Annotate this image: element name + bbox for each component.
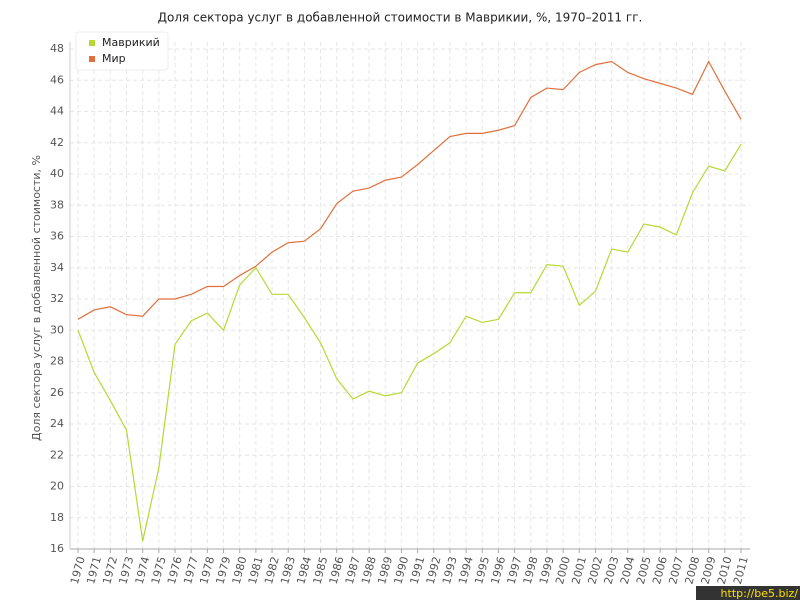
series-line (77, 144, 742, 542)
chart-title: Доля сектора услуг в добавленной стоимос… (158, 11, 643, 25)
y-tick-label: 24 (50, 417, 64, 430)
legend-box (75, 31, 169, 71)
y-axis-label: Доля сектора услуг в добавленной стоимос… (30, 155, 43, 441)
series-line (77, 60, 742, 320)
legend-swatch (89, 56, 95, 62)
y-tick-label: 36 (50, 230, 64, 243)
y-tick-label: 46 (50, 73, 64, 86)
y-tick-label: 22 (50, 448, 64, 461)
watermark-bg (696, 586, 800, 600)
y-tick-label: 44 (50, 105, 64, 118)
y-tick-label: 42 (50, 136, 64, 149)
legend-label: Маврикий (102, 36, 160, 49)
y-tick-label: 26 (50, 386, 64, 399)
legend-label: Мир (102, 52, 126, 65)
y-tick-label: 20 (50, 480, 64, 493)
y-tick-label: 32 (50, 292, 64, 305)
y-tick-label: 40 (50, 167, 64, 180)
watermark: http://be5.biz/ (721, 587, 799, 600)
y-tick-label: 28 (50, 355, 64, 368)
y-tick-label: 18 (50, 511, 64, 524)
y-tick-label: 34 (50, 261, 64, 274)
legend-swatch (89, 40, 95, 46)
y-tick-label: 30 (50, 323, 64, 336)
y-tick-label: 48 (50, 42, 64, 55)
y-tick-label: 16 (50, 542, 64, 555)
y-tick-label: 38 (50, 198, 64, 211)
